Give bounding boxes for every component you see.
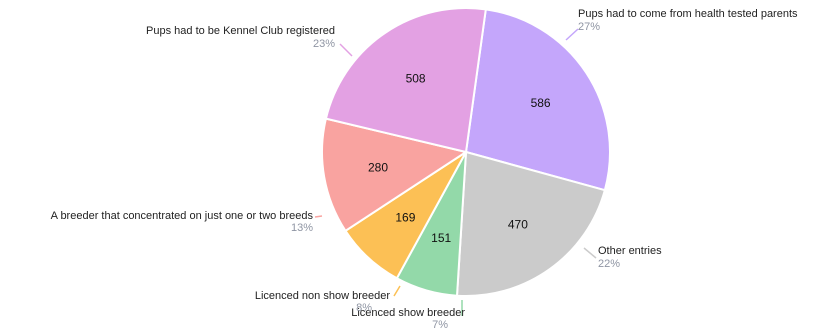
slice-category-label: Pups had to come from health tested pare…	[578, 8, 798, 20]
leader-line	[583, 247, 597, 259]
slice-value-label: 508	[406, 71, 426, 85]
pie-slice-other-entries	[455, 150, 607, 297]
slice-percent-label: 7%	[432, 319, 448, 331]
slice-percent-label: 13%	[291, 222, 313, 234]
slice-percent-label: 22%	[598, 258, 620, 270]
pie-slice-pups-had-to-come-from-health-tested-parents	[464, 8, 611, 192]
slice-category-label: Licenced show breeder	[351, 307, 465, 319]
slice-value-label: 169	[395, 211, 415, 225]
leader-line	[339, 43, 353, 57]
slice-category-label: Other entries	[598, 245, 662, 257]
slice-percent-label: 27%	[578, 21, 600, 33]
pie-slice-pups-had-to-be-kennel-club-registered	[324, 7, 487, 154]
leader-line	[393, 285, 401, 297]
pie-slice-a-breeder-that-concentrated-on-just-one-or-two-breeds	[321, 117, 469, 233]
slice-value-label: 280	[368, 160, 388, 174]
slice-value-label: 151	[431, 231, 451, 245]
slice-category-label: Pups had to be Kennel Club registered	[146, 25, 335, 37]
leader-line	[565, 28, 579, 41]
slice-category-label: Licenced non show breeder	[255, 290, 390, 302]
leader-line	[314, 215, 323, 218]
slice-category-label: A breeder that concentrated on just one …	[51, 210, 314, 222]
slice-value-label: 586	[531, 96, 551, 110]
slice-percent-label: 23%	[313, 38, 335, 50]
slice-value-label: 470	[508, 218, 528, 232]
slice-percent-label: 8%	[356, 302, 372, 314]
